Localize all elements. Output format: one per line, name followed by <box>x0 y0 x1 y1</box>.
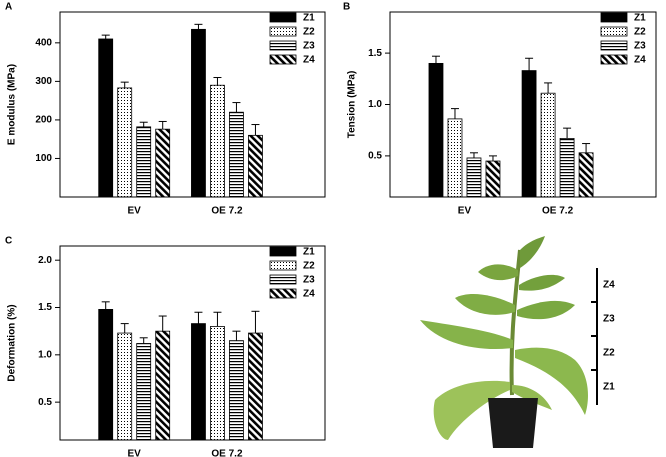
x-tick-label: OE 7.2 <box>211 449 243 457</box>
y-tick-label: 1.5 <box>38 302 52 313</box>
legend-swatch <box>269 274 297 285</box>
bar <box>117 332 133 441</box>
bar <box>521 70 537 198</box>
legend-swatch <box>269 26 297 37</box>
bar <box>155 330 171 441</box>
legend-swatch <box>269 246 297 257</box>
bar <box>485 160 501 198</box>
legend-label: Z4 <box>303 55 315 66</box>
legend-label: Z4 <box>634 55 646 66</box>
legend-swatch <box>600 12 628 23</box>
y-axis-label: Tension (MPa) <box>347 71 358 139</box>
legend-label: Z1 <box>303 247 315 258</box>
legend-label: Z3 <box>303 275 315 286</box>
y-tick-label: 200 <box>35 115 52 126</box>
bar <box>210 326 225 441</box>
legend-swatch <box>269 40 297 51</box>
bar <box>578 152 594 198</box>
legend-swatch <box>269 260 297 271</box>
x-tick-label: EV <box>128 449 142 457</box>
bar <box>191 28 206 198</box>
legend-swatch <box>269 12 297 23</box>
x-tick-label: EV <box>458 206 472 217</box>
bar <box>191 323 206 441</box>
legend-label: Z3 <box>303 41 315 52</box>
x-tick-label: EV <box>128 206 142 217</box>
bar <box>248 332 263 441</box>
legend-label: Z2 <box>303 261 315 272</box>
legend-swatch <box>600 26 628 37</box>
bar <box>136 126 152 198</box>
zone-label: Z2 <box>603 348 615 359</box>
legend-label: Z3 <box>634 41 646 52</box>
bar <box>248 134 263 198</box>
y-tick-label: 300 <box>35 76 52 87</box>
legend-swatch <box>269 288 297 299</box>
bar <box>428 62 444 198</box>
y-tick-label: 100 <box>35 153 52 164</box>
legend-label: Z1 <box>303 13 315 24</box>
y-tick-label: 1.0 <box>38 349 52 360</box>
zone-label: Z1 <box>603 382 615 393</box>
x-tick-label: OE 7.2 <box>211 206 243 217</box>
panel-label: B <box>343 2 350 13</box>
bar <box>540 92 556 198</box>
bar <box>229 340 244 441</box>
bar <box>447 118 463 198</box>
legend-swatch <box>269 54 297 65</box>
bar <box>98 38 114 198</box>
panel-label: A <box>5 2 12 13</box>
panel-label: C <box>5 236 12 247</box>
y-axis-label: Deformation (%) <box>7 304 18 381</box>
bar <box>155 128 171 198</box>
bar <box>466 157 482 198</box>
legend-label: Z4 <box>303 289 315 300</box>
legend-label: Z1 <box>634 13 646 24</box>
y-axis-label: E modulus (MPa) <box>7 64 18 145</box>
bar <box>559 138 575 198</box>
y-tick-label: 1.5 <box>368 48 382 59</box>
zone-label: Z4 <box>603 280 615 291</box>
legend-label: Z2 <box>634 27 646 38</box>
bar <box>98 309 114 441</box>
legend-label: Z2 <box>303 27 315 38</box>
y-tick-label: 400 <box>35 37 52 48</box>
legend-swatch <box>600 54 628 65</box>
plot-frame <box>389 11 657 198</box>
plot-frame <box>59 11 326 198</box>
y-tick-label: 2.0 <box>38 255 52 266</box>
x-tick-label: OE 7.2 <box>542 206 574 217</box>
y-tick-label: 1.0 <box>368 99 382 110</box>
zone-label: Z3 <box>603 314 615 325</box>
bar <box>117 87 133 198</box>
legend-swatch <box>600 40 628 51</box>
bar <box>210 84 225 198</box>
y-tick-label: 0.5 <box>38 397 52 408</box>
y-tick-label: 0.5 <box>368 151 382 162</box>
plant-photo: Z4 Z3 Z2 Z1 <box>410 232 620 452</box>
bar <box>229 111 244 198</box>
bar <box>136 343 152 441</box>
plot-frame <box>59 245 326 441</box>
